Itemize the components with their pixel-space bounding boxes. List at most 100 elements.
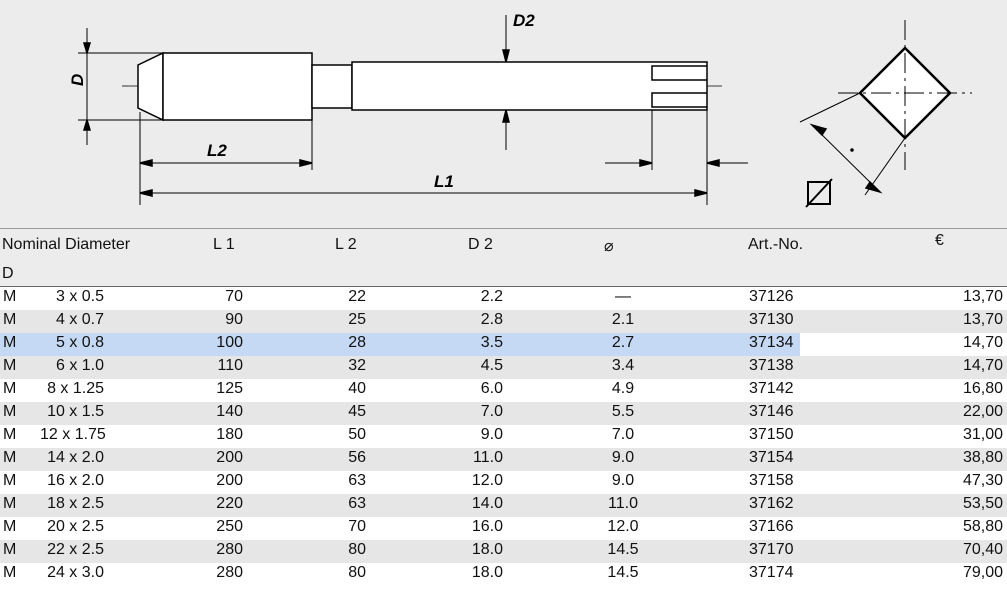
table-cell: 63 (348, 495, 366, 512)
table-cell: 14,70 (962, 334, 1003, 351)
table-cell: M (3, 357, 17, 374)
table-cell: M (3, 518, 17, 535)
table-cell: 53,50 (962, 495, 1003, 512)
label-d: D (68, 74, 87, 86)
table-cell: 5.5 (611, 403, 635, 420)
table-cell: 37174 (749, 564, 794, 581)
table-cell: 7.0 (480, 403, 503, 420)
table-cell: 6 x 1.0 (55, 357, 104, 374)
table-cell: 70 (348, 518, 366, 535)
table-cell: 100 (216, 334, 243, 351)
table-cell: 14.0 (471, 495, 503, 512)
table-cell: 50 (348, 426, 366, 443)
table-cell: 16,80 (962, 380, 1003, 397)
table-cell: 9.0 (611, 472, 635, 489)
table-cell: 37158 (749, 472, 794, 489)
table-cell: 16 x 2.0 (47, 472, 104, 489)
table-cell: 63 (348, 472, 366, 489)
table-cell: M (3, 334, 17, 351)
table-header: Nominal Diameter D L 1 L 2 D 2 ⌀ Art.-No. € (0, 228, 1007, 287)
table-cell: 37138 (749, 357, 794, 374)
table-cell: 37150 (749, 426, 794, 443)
table-cell: 22,00 (962, 403, 1003, 420)
table-cell: 14 x 2.0 (47, 449, 104, 466)
table-cell: 2.2 (480, 288, 503, 305)
table-row: M 6 x 1.0 110 32 4.5 3.4 37138 14,70 (0, 356, 1007, 379)
table-cell: 40 (348, 380, 366, 397)
table-cell: M (3, 426, 17, 443)
table-cell: 9.0 (480, 426, 503, 443)
table-cell: 70,40 (962, 541, 1003, 558)
table-cell: 2.8 (480, 311, 503, 328)
table-row: M 22 x 2.5 280 80 18.0 14.5 37170 70,40 (0, 540, 1007, 563)
table-cell: 125 (216, 380, 243, 397)
table-row: M 24 x 3.0 280 80 18.0 14.5 37174 79,00 (0, 563, 1007, 586)
table-cell: 37134 (749, 334, 794, 351)
table-cell: 58,80 (962, 518, 1003, 535)
label-d2: D2 (513, 11, 535, 30)
table-cell: 11.0 (473, 449, 503, 466)
table-cell: M (3, 311, 17, 328)
table-cell: 37146 (749, 403, 794, 420)
table-cell: 13,70 (962, 311, 1003, 328)
table-cell: 18.0 (471, 541, 503, 558)
table-cell: M (3, 472, 17, 489)
table-cell: 14.5 (607, 541, 639, 558)
header-cell: L 2 (335, 236, 357, 253)
table-cell: 220 (216, 495, 243, 512)
table-row: M 4 x 0.7 90 25 2.8 2.1 37130 13,70 (0, 310, 1007, 333)
table-cell: 37166 (749, 518, 794, 535)
table-cell: M (3, 541, 17, 558)
table-cell: 37154 (749, 449, 794, 466)
table-cell: 4 x 0.7 (55, 311, 104, 328)
table-cell: 14.5 (607, 564, 639, 581)
table-row: M 18 x 2.5 220 63 14.0 11.0 37162 53,50 (0, 494, 1007, 517)
table-cell: M (3, 288, 17, 305)
table-cell: 80 (348, 564, 366, 581)
table-cell: 32 (348, 357, 366, 374)
table-cell: 37162 (749, 495, 794, 512)
table-cell: 45 (348, 403, 366, 420)
table-cell: 4.5 (480, 357, 503, 374)
table-cell: 24 x 3.0 (47, 564, 104, 581)
table-cell: 7.0 (611, 426, 635, 443)
table-cell: 12.0 (471, 472, 503, 489)
header-cell: Art.-No. (748, 236, 804, 253)
table-cell: 25 (348, 311, 366, 328)
table-cell: 28 (348, 334, 366, 351)
header-cell: € (935, 232, 944, 249)
table-cell: 200 (216, 449, 243, 466)
table-row: M 5 x 0.8 100 28 3.5 2.7 37134 14,70 (0, 333, 1007, 356)
table-cell: 37142 (749, 380, 794, 397)
table-cell: 5 x 0.8 (55, 334, 104, 351)
header-cell: Nominal Diameter (2, 236, 131, 253)
table-cell: 3.4 (611, 357, 635, 374)
header-cell: D 2 (468, 236, 493, 253)
table-cell: 18.0 (471, 564, 503, 581)
table-cell: 37170 (749, 541, 794, 558)
table-row: M 8 x 1.25 125 40 6.0 4.9 37142 16,80 (0, 379, 1007, 402)
table-cell: M (3, 449, 17, 466)
table-cell: 38,80 (962, 449, 1003, 466)
table-cell: 10 x 1.5 (47, 403, 104, 420)
table-cell: 14,70 (962, 357, 1003, 374)
header-cell: L 1 (213, 236, 235, 253)
table-cell: 22 (348, 288, 366, 305)
table-cell: 31,00 (962, 426, 1003, 443)
label-l1: L1 (434, 172, 454, 191)
table-cell: 9.0 (611, 449, 635, 466)
table-cell: 3 x 0.5 (55, 288, 104, 305)
table-cell: 280 (216, 541, 243, 558)
tap-drawing: D2 D L2 L1 (0, 0, 1007, 228)
table-cell: 90 (225, 311, 243, 328)
table-cell: 79,00 (962, 564, 1003, 581)
table-cell: 18 x 2.5 (47, 495, 104, 512)
table-cell: 37130 (749, 311, 794, 328)
table-cell: 37126 (749, 288, 794, 305)
table-cell: 12 x 1.75 (40, 426, 106, 443)
table-cell: 56 (348, 449, 366, 466)
table-cell: 11.0 (608, 495, 638, 512)
table-cell: M (3, 564, 17, 581)
table-cell: 16.0 (471, 518, 503, 535)
